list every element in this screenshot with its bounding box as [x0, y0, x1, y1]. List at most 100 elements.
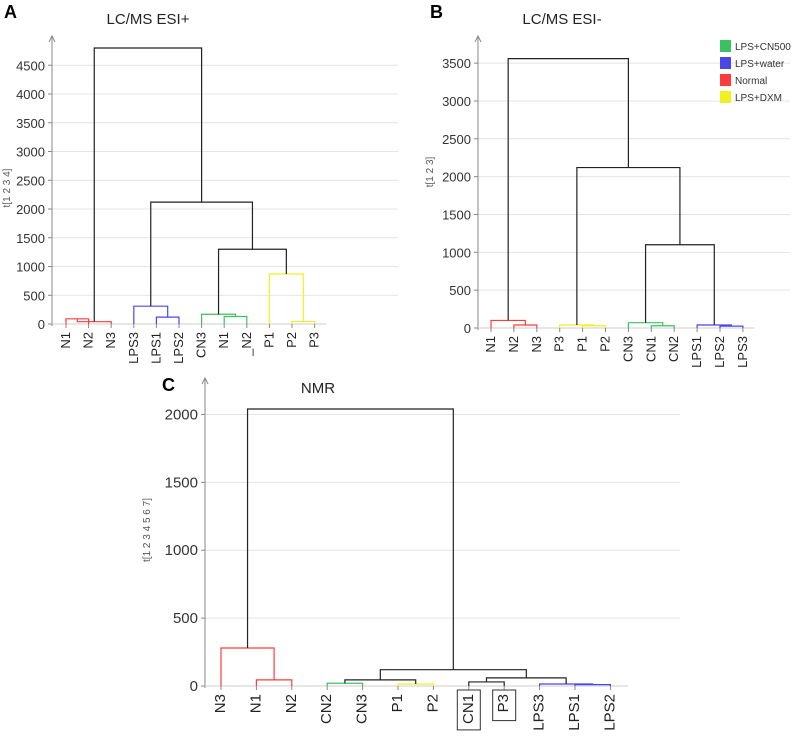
y-tick-label: 1000 — [16, 260, 45, 275]
y-axis-label: t[1 2 3 4 5 6 7] — [142, 498, 153, 562]
y-tick-label: 500 — [449, 283, 471, 298]
leaf-label: P2 — [284, 332, 299, 348]
leaf-label: LPS1 — [566, 694, 583, 731]
highlight-box — [492, 689, 517, 722]
dendrogram-link — [627, 322, 664, 328]
y-tick-label: 0 — [464, 321, 471, 336]
y-tick-label: 3000 — [16, 145, 45, 160]
legend-label: LPS+water — [735, 59, 785, 70]
leaf-label: LPS3 — [735, 336, 750, 368]
dendrogram-link — [246, 408, 454, 670]
dendrogram-link — [291, 320, 316, 324]
leaf-label: N1 — [247, 694, 264, 713]
y-tick-label: 2500 — [442, 132, 471, 147]
leaf-label: N2 — [81, 332, 96, 349]
leaf-label: LPS2 — [712, 336, 727, 368]
y-tick-label: 3500 — [16, 116, 45, 131]
legend: LPS+CN500 LPS+water Normal LPS+DXM — [720, 40, 791, 104]
dendrogram-link — [468, 681, 505, 686]
legend-swatch — [720, 57, 731, 69]
dendrogram-link — [644, 244, 715, 325]
leaf-label: CN3 — [620, 336, 635, 362]
leaf-label: P3 — [495, 694, 512, 712]
y-tick-label: 2500 — [16, 173, 45, 188]
dendrogram-link — [268, 273, 304, 324]
highlight-box — [456, 689, 481, 731]
leaf-label: LPS1 — [689, 336, 704, 368]
dendrogram-link — [93, 47, 203, 322]
dendrogram-link — [696, 324, 733, 328]
dendrogram-link — [155, 316, 180, 324]
dendrogram-link — [559, 324, 595, 328]
dendrogram-link — [150, 201, 254, 307]
dendrogram-link — [650, 325, 675, 328]
legend-label: LPS+CN500 — [735, 42, 791, 53]
leaf-label: N3 — [529, 336, 544, 353]
leaf-label: CN2 — [666, 336, 681, 362]
y-axis-arrow — [48, 34, 56, 43]
leaf-label: CN3 — [194, 332, 209, 358]
leaf-label: _N2 — [239, 332, 254, 357]
dendrogram-link — [490, 319, 526, 328]
panel-a: A LC/MS ESI+ 0 500 1000 1500 2000 2500 3000 3500 4… — [2, 2, 398, 364]
leaf-label: N1 — [58, 332, 73, 349]
leaf-label: P1 — [261, 332, 276, 348]
y-tick-label: 500 — [173, 610, 198, 627]
y-tick-label: 3000 — [442, 94, 471, 109]
legend-label: Normal — [735, 76, 767, 87]
y-tick-label: 1500 — [16, 231, 45, 246]
leaf-label: LPS3 — [126, 332, 141, 364]
legend-swatch — [720, 91, 731, 103]
leaf-label: N2 — [506, 336, 521, 353]
chart-title: LC/MS ESI- — [522, 11, 601, 28]
dendrogram-link — [217, 248, 287, 315]
y-tick-label: 2000 — [442, 170, 471, 185]
leaf-label: CN1 — [460, 694, 477, 724]
y-tick-label: 4000 — [16, 87, 45, 102]
dendrogram-link — [255, 679, 293, 686]
dendrogram-link — [220, 647, 275, 686]
panel-letter: B — [430, 2, 443, 22]
leaf-label: CN2 — [318, 694, 335, 724]
dendrogram-link — [223, 315, 248, 324]
dendrogram-link — [507, 57, 629, 321]
legend-swatch — [720, 74, 731, 86]
y-tick-label: 1000 — [442, 245, 471, 260]
leaf-label: CN1 — [643, 336, 658, 362]
y-tick-label: 500 — [23, 288, 45, 303]
dendrogram-link — [582, 325, 607, 328]
leaf-label: LPS1 — [148, 332, 163, 364]
y-tick-label: 3500 — [442, 56, 471, 71]
leaf-label: N3 — [212, 694, 229, 713]
panel-letter: C — [162, 375, 175, 395]
leaf-label: P1 — [389, 694, 406, 712]
y-tick-label: 0 — [190, 678, 198, 695]
leaf-label: P2 — [424, 694, 441, 712]
dendrogram-link — [133, 305, 169, 324]
dendrogram-link — [201, 313, 237, 324]
leaf-label: N1 — [216, 332, 231, 349]
y-axis-label: t[1 2 3] — [425, 156, 436, 187]
y-tick-label: 1500 — [442, 207, 471, 222]
leaf-label: N2 — [283, 694, 300, 713]
panel-letter: A — [4, 2, 17, 22]
y-tick-label: 0 — [38, 317, 45, 332]
dendrogram-link — [576, 166, 681, 325]
y-axis-arrow — [474, 34, 482, 43]
y-tick-label: 1500 — [165, 474, 198, 491]
leaf-label: CN3 — [354, 694, 371, 724]
leaf-label: N3 — [103, 332, 118, 349]
leaf-label: LPS2 — [601, 694, 618, 731]
y-tick-label: 4500 — [16, 58, 45, 73]
y-axis-arrow — [201, 376, 209, 385]
legend-swatch — [720, 40, 731, 52]
panel-c: C NMR 0 500 1000 1500 2000 t[1 2 3 4 5 6 7] N3 N1… — [142, 375, 680, 731]
leaf-label: P2 — [598, 336, 613, 352]
leaf-label: P3 — [552, 336, 567, 352]
dendrogram-link — [513, 324, 538, 328]
panel-b: B LC/MS ESI- 0 500 1000 1500 2000 2500 3000 3500 t… — [425, 2, 791, 368]
legend-label: LPS+DXM — [735, 93, 782, 104]
dendrogram-link — [344, 679, 417, 684]
leaf-label: LPS2 — [171, 332, 186, 364]
